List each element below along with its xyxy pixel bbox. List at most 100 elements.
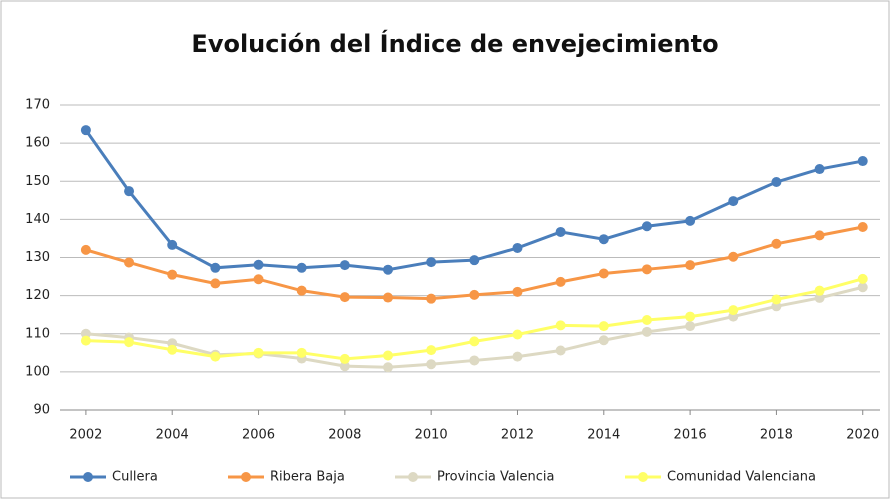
data-point <box>728 305 739 316</box>
data-point <box>296 262 307 273</box>
data-point <box>512 329 523 340</box>
data-point <box>555 345 566 356</box>
data-point <box>512 351 523 362</box>
data-point <box>124 337 135 348</box>
legend-marker <box>83 472 93 482</box>
data-point <box>728 196 739 207</box>
legend-label: Cullera <box>112 470 158 485</box>
data-point <box>598 321 609 332</box>
y-tick-label: 110 <box>25 326 50 341</box>
data-point <box>857 156 868 167</box>
data-point <box>426 293 437 304</box>
y-tick-label: 90 <box>33 403 50 418</box>
data-point <box>80 244 91 255</box>
data-point <box>296 285 307 296</box>
data-point <box>641 221 652 232</box>
data-point <box>167 344 178 355</box>
data-point <box>210 278 221 289</box>
y-tick-label: 120 <box>25 288 50 303</box>
data-point <box>685 321 696 332</box>
data-point <box>857 282 868 293</box>
data-point <box>469 336 480 347</box>
legend-marker <box>408 472 418 482</box>
data-point <box>383 292 393 303</box>
x-tick-label: 2002 <box>69 428 102 443</box>
data-point <box>426 359 437 370</box>
data-point <box>685 260 696 271</box>
data-point <box>383 264 393 275</box>
x-tick-label: 2016 <box>674 428 707 443</box>
data-point <box>598 234 609 245</box>
data-point <box>641 315 652 326</box>
data-point <box>383 362 393 373</box>
x-tick-label: 2018 <box>760 428 793 443</box>
x-tick-label: 2014 <box>587 428 620 443</box>
data-point <box>512 286 523 297</box>
data-point <box>339 260 350 271</box>
chart-title: Evolución del Índice de envejecimiento <box>191 29 718 58</box>
data-point <box>296 347 307 358</box>
data-point <box>253 259 264 270</box>
y-tick-label: 160 <box>25 136 50 151</box>
data-point <box>685 215 696 226</box>
data-point <box>469 255 480 266</box>
data-point <box>469 355 480 366</box>
data-point <box>771 238 782 249</box>
data-point <box>167 239 178 250</box>
data-point <box>814 164 825 175</box>
data-point <box>339 292 350 303</box>
legend-label: Provincia Valencia <box>437 470 554 485</box>
data-point <box>124 186 135 197</box>
data-point <box>80 328 91 339</box>
y-tick-label: 140 <box>25 212 50 227</box>
data-point <box>771 177 782 188</box>
data-point <box>512 242 523 253</box>
data-point <box>685 311 696 322</box>
data-point <box>167 269 178 280</box>
y-tick-label: 170 <box>25 98 50 113</box>
data-point <box>339 353 350 364</box>
legend-label: Comunidad Valenciana <box>667 470 816 485</box>
data-point <box>426 345 437 356</box>
data-point <box>253 347 264 358</box>
data-point <box>771 294 782 305</box>
data-point <box>814 230 825 241</box>
data-point <box>210 351 221 362</box>
x-tick-label: 2012 <box>501 428 534 443</box>
data-point <box>598 268 609 279</box>
data-point <box>80 125 91 136</box>
data-point <box>771 301 782 312</box>
legend-marker <box>638 472 648 482</box>
data-point <box>814 285 825 296</box>
data-point <box>555 226 566 237</box>
x-tick-label: 2004 <box>156 428 189 443</box>
x-tick-label: 2008 <box>328 428 361 443</box>
data-point <box>124 257 135 268</box>
data-point <box>641 264 652 275</box>
data-point <box>641 326 652 337</box>
x-tick-label: 2010 <box>415 428 448 443</box>
legend-marker <box>241 472 251 482</box>
x-tick-label: 2006 <box>242 428 275 443</box>
data-point <box>383 350 393 361</box>
legend-label: Ribera Baja <box>270 470 345 485</box>
data-point <box>426 257 437 268</box>
data-point <box>253 274 264 285</box>
data-point <box>555 276 566 287</box>
data-point <box>339 361 350 372</box>
y-tick-label: 130 <box>25 250 50 265</box>
x-tick-label: 2020 <box>846 428 879 443</box>
data-point <box>857 273 868 284</box>
data-point <box>857 222 868 232</box>
data-point <box>598 335 609 346</box>
y-tick-label: 150 <box>25 174 50 189</box>
data-point <box>210 262 221 273</box>
data-point <box>469 289 480 300</box>
data-point <box>555 320 566 331</box>
data-point <box>728 251 739 262</box>
data-point <box>814 292 825 303</box>
y-tick-label: 100 <box>25 364 50 379</box>
data-point <box>80 335 91 346</box>
